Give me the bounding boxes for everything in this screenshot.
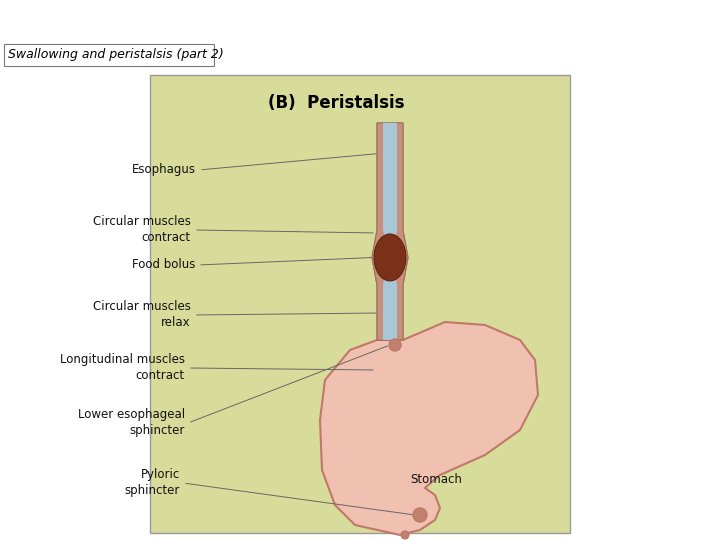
Text: Pyloric
sphincter: Pyloric sphincter <box>125 469 180 497</box>
Polygon shape <box>372 123 408 340</box>
Text: Food bolus: Food bolus <box>132 259 195 272</box>
Text: - How does the vertebrate gastrointestinal system function?: - How does the vertebrate gastrointestin… <box>195 17 642 32</box>
Text: Nutrition, Digestion, and Absorption: Nutrition, Digestion, and Absorption <box>6 17 269 32</box>
FancyBboxPatch shape <box>150 75 570 533</box>
Text: Circular muscles
relax: Circular muscles relax <box>93 300 191 329</box>
Ellipse shape <box>374 234 406 281</box>
Text: Stomach: Stomach <box>410 474 462 487</box>
Polygon shape <box>372 123 408 340</box>
Ellipse shape <box>374 234 406 281</box>
Polygon shape <box>320 322 538 535</box>
Polygon shape <box>383 123 397 340</box>
Text: Circular muscles
contract: Circular muscles contract <box>93 215 191 245</box>
Polygon shape <box>383 123 397 340</box>
Circle shape <box>401 531 409 539</box>
Text: Swallowing and peristalsis (part 2): Swallowing and peristalsis (part 2) <box>8 49 224 62</box>
Text: Esophagus: Esophagus <box>132 164 196 177</box>
Circle shape <box>389 339 401 351</box>
Text: Longitudinal muscles
contract: Longitudinal muscles contract <box>60 354 185 382</box>
Circle shape <box>413 508 427 522</box>
Text: Lower esophageal
sphincter: Lower esophageal sphincter <box>78 408 185 437</box>
FancyBboxPatch shape <box>4 44 214 66</box>
Text: (B)  Peristalsis: (B) Peristalsis <box>268 94 404 112</box>
